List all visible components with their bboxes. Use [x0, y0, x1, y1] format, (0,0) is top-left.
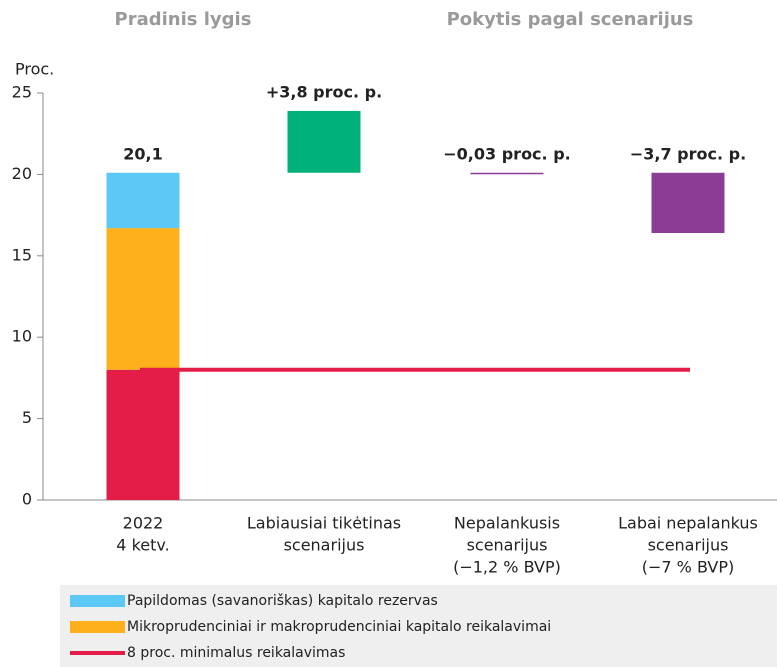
bar-segment [106, 228, 180, 370]
x-tick-label: scenarijus [648, 536, 729, 555]
x-tick-label: scenarijus [284, 536, 365, 555]
section-header: Pokytis pagal scenarijus [447, 9, 694, 30]
x-tick-label: Labai nepalankus [618, 514, 758, 533]
x-tick-label: Labiausiai tikėtinas [247, 514, 401, 533]
x-tick-label: (−1,2 % BVP) [453, 558, 561, 577]
y-tick-label: 20 [12, 164, 32, 183]
section-header: Pradinis lygis [115, 9, 252, 30]
y-axis-label: Proc. [15, 60, 54, 79]
legend-swatch [70, 595, 125, 607]
y-tick-label: 10 [12, 327, 32, 346]
value-label: −3,7 proc. p. [630, 144, 746, 163]
x-tick-label: (−7 % BVP) [642, 558, 735, 577]
x-tick-label: 4 ketv. [116, 536, 169, 555]
legend-label: Mikroprudenciniai ir makroprudenciniai k… [127, 619, 551, 635]
change-bar [651, 172, 725, 234]
legend-swatch [70, 621, 125, 633]
value-label: +3,8 proc. p. [266, 82, 382, 101]
x-tick-label: 2022 [123, 514, 164, 533]
change-bar [287, 110, 361, 173]
bar-segment [106, 369, 180, 500]
legend-label: 8 proc. minimalus reikalavimas [127, 645, 345, 661]
value-label: −0,03 proc. p. [443, 144, 570, 163]
y-tick-label: 5 [22, 408, 32, 427]
y-tick-label: 0 [22, 490, 32, 509]
bar-segment [106, 172, 180, 229]
legend-label: Papildomas (savanoriškas) kapitalo rezer… [127, 593, 438, 609]
change-bar [470, 172, 544, 175]
x-tick-label: scenarijus [467, 536, 548, 555]
legend-background [60, 585, 777, 667]
total-label: 20,1 [123, 144, 162, 163]
y-tick-label: 15 [12, 245, 32, 264]
y-tick-label: 25 [12, 83, 32, 102]
x-tick-label: Nepalankusis [454, 514, 560, 533]
